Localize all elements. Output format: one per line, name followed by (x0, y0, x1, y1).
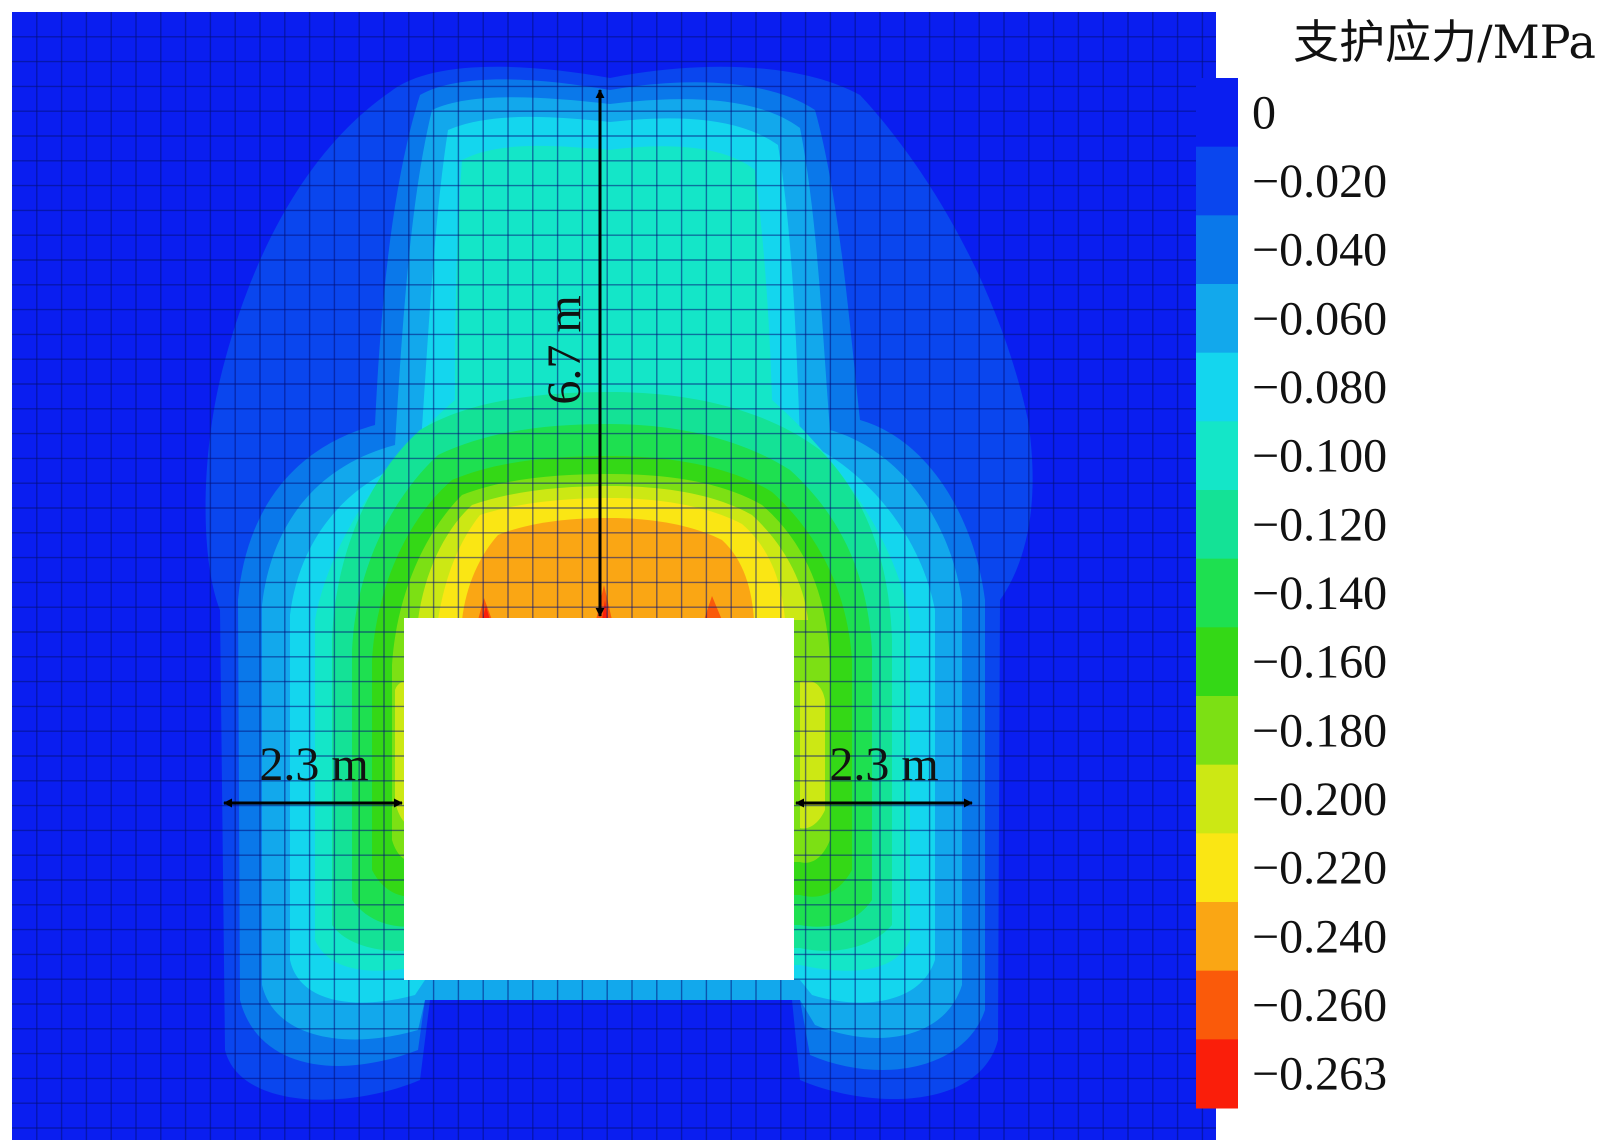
legend-swatch (1196, 902, 1238, 972)
legend-swatch (1196, 1039, 1238, 1109)
excavation-opening (404, 618, 794, 980)
dimension-annotations: 6.7 m 2.3 m 2.3 m (223, 89, 973, 808)
legend-swatch (1196, 352, 1238, 422)
legend-label: −0.240 (1252, 910, 1387, 963)
legend-swatch (1196, 696, 1238, 766)
legend-labels: 0 −0.020 −0.040 −0.060 −0.080 −0.100 −0.120 −0.… (1252, 86, 1387, 1100)
legend-label: −0.020 (1252, 155, 1387, 208)
height-dimension-label: 6.7 m (538, 295, 591, 404)
legend-label: −0.180 (1252, 704, 1387, 757)
legend-label: −0.120 (1252, 498, 1387, 551)
right-width-dimension-label: 2.3 m (829, 738, 938, 791)
legend-label: −0.200 (1252, 773, 1387, 826)
legend-swatch (1196, 764, 1238, 834)
legend-swatch (1196, 78, 1238, 148)
legend-swatch (1196, 490, 1238, 560)
legend-label: −0.140 (1252, 567, 1387, 620)
contour-plot (12, 12, 1216, 1140)
legend-label: −0.080 (1252, 361, 1387, 414)
legend-label: −0.263 (1252, 1048, 1387, 1101)
legend-swatch (1196, 284, 1238, 354)
legend-label: −0.220 (1252, 842, 1387, 895)
legend-swatch (1196, 833, 1238, 903)
colorbar-legend: 支护应力/MPa 0 −0.020 −0.040 −0.060 −0.080 −0.100… (1196, 15, 1596, 1109)
legend-swatches (1196, 78, 1238, 1109)
legend-label: 0 (1252, 86, 1276, 139)
legend-label: −0.260 (1252, 979, 1387, 1032)
legend-swatch (1196, 970, 1238, 1040)
legend-title: 支护应力/MPa (1293, 15, 1596, 69)
legend-swatch (1196, 627, 1238, 697)
legend-label: −0.060 (1252, 292, 1387, 345)
legend-swatch (1196, 215, 1238, 285)
legend-label: −0.040 (1252, 224, 1387, 277)
legend-swatch (1196, 146, 1238, 216)
legend-swatch (1196, 558, 1238, 628)
left-width-dimension-label: 2.3 m (259, 738, 368, 791)
legend-label: −0.100 (1252, 430, 1387, 483)
legend-swatch (1196, 421, 1238, 491)
legend-label: −0.160 (1252, 636, 1387, 689)
